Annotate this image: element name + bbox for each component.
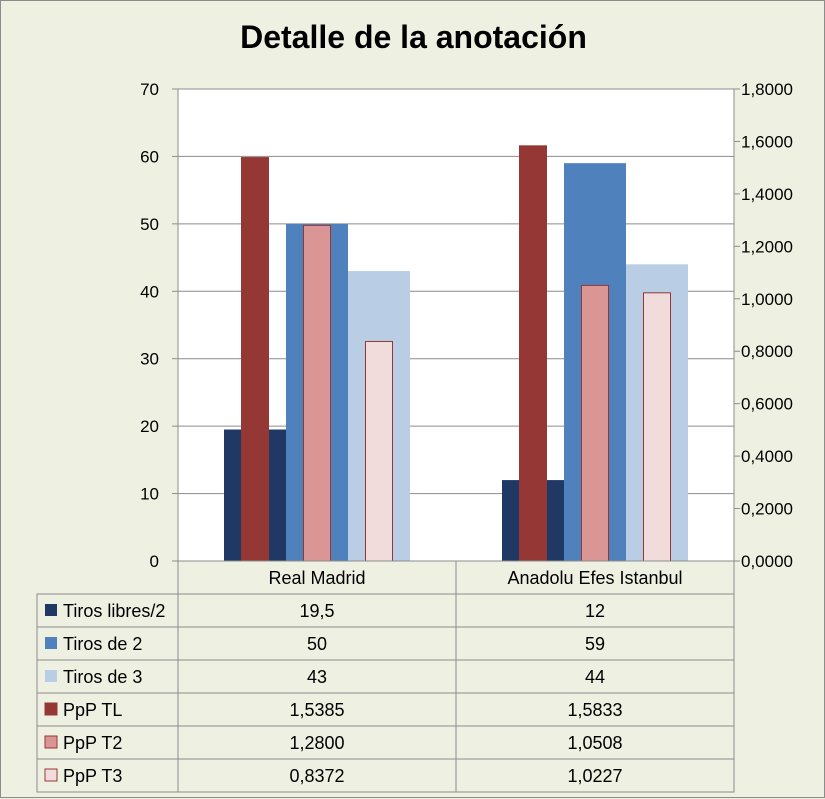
data-label: 1,5833: [567, 700, 622, 720]
legend-swatch: [44, 768, 58, 782]
legend-swatch: [45, 670, 57, 682]
table-cell: [455, 758, 735, 793]
legend-swatch: [44, 702, 58, 716]
data-label: 0,8372: [289, 766, 344, 786]
legend-label: PpP T2: [63, 733, 122, 753]
y-right-tick-label: 0,8000: [741, 342, 793, 361]
y-left-tick-label: 60: [140, 147, 159, 166]
bar-ppp-t2: [303, 224, 331, 562]
data-label: 1,2800: [289, 733, 344, 753]
y-left-tick-label: 50: [140, 215, 159, 234]
y-left-tick-label: 30: [140, 350, 159, 369]
y-right-tick-label: 1,4000: [741, 185, 793, 204]
data-label: 1,0508: [567, 733, 622, 753]
data-label: 12: [585, 601, 605, 621]
y-right-tick-label: 0,2000: [741, 500, 793, 519]
y-right-tick-label: 1,6000: [741, 132, 793, 151]
y-left-tick-label: 70: [140, 80, 159, 99]
legend-label: Tiros de 2: [63, 634, 142, 654]
data-label: 44: [585, 667, 605, 687]
legend-swatch: [45, 637, 57, 649]
bar-ppp-t3: [643, 292, 671, 562]
bar-ppp-t3: [365, 340, 393, 562]
x-category-label: Real Madrid: [268, 568, 365, 588]
data-label: 1,5385: [289, 700, 344, 720]
data-label: 50: [307, 634, 327, 654]
data-label: 1,0227: [567, 766, 622, 786]
legend-swatch: [44, 735, 58, 749]
y-left-tick-label: 20: [140, 417, 159, 436]
y-right-tick-label: 0,0000: [741, 552, 793, 571]
y-right-tick-label: 1,8000: [741, 80, 793, 99]
y-left-tick-label: 0: [150, 552, 159, 571]
legend-swatch: [45, 604, 57, 616]
y-right-tick-label: 0,4000: [741, 447, 793, 466]
legend-label: PpP TL: [63, 700, 122, 720]
data-label: 19,5: [299, 601, 334, 621]
bar-ppp-tl: [519, 145, 547, 562]
y-right-tick-label: 1,0000: [741, 290, 793, 309]
y-left-tick-label: 40: [140, 282, 159, 301]
bar-ppp-tl: [241, 157, 269, 562]
legend-label: Tiros libres/2: [63, 601, 165, 621]
chart-title: Detalle de la anotación: [240, 19, 587, 55]
bar-ppp-t2: [581, 284, 609, 562]
x-category-label: Anadolu Efes Istanbul: [507, 568, 682, 588]
legend-label: PpP T3: [63, 766, 122, 786]
data-label: 43: [307, 667, 327, 687]
data-label: 59: [585, 634, 605, 654]
y-left-tick-label: 10: [140, 485, 159, 504]
y-right-tick-label: 0,6000: [741, 395, 793, 414]
legend-label: Tiros de 3: [63, 667, 142, 687]
y-right-tick-label: 1,2000: [741, 237, 793, 256]
